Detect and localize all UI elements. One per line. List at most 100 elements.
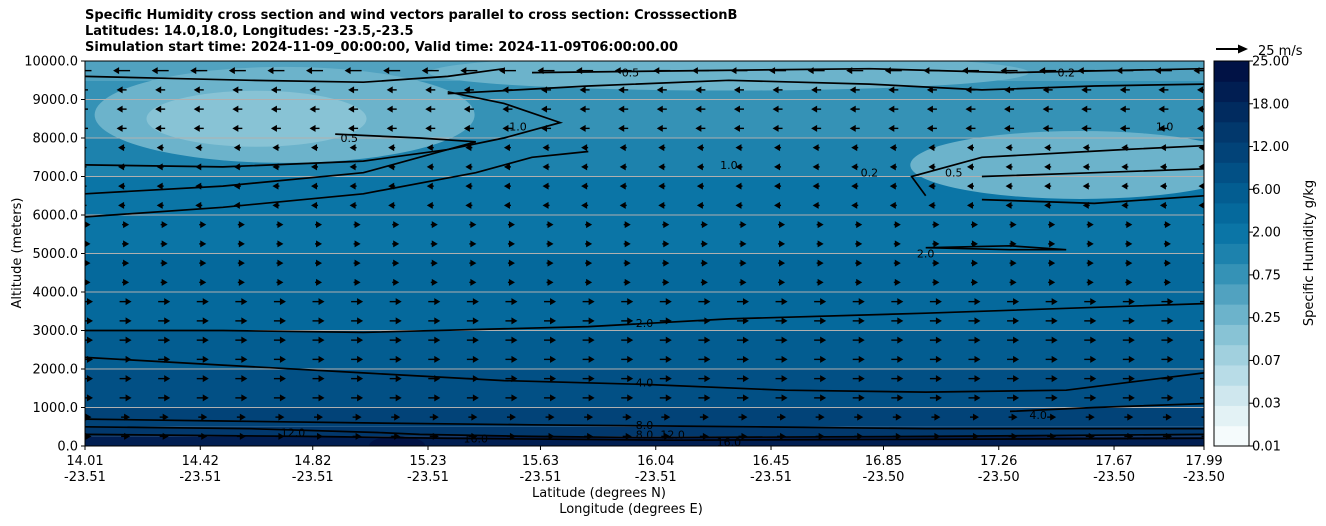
- wind-vector-head: [393, 240, 400, 248]
- wind-vector-head: [1004, 86, 1011, 94]
- wind-vector-head: [696, 163, 703, 171]
- wind-vector-head: [309, 124, 316, 132]
- wind-vector-head: [241, 298, 248, 306]
- contour-line: [85, 433, 1204, 442]
- wind-vector-head: [1044, 201, 1051, 209]
- wind-vector-head: [897, 394, 904, 402]
- wind-vector-head: [1005, 144, 1012, 152]
- wind-vector-head: [935, 336, 942, 344]
- wind-vector-head: [503, 182, 510, 190]
- wind-vector-head: [965, 86, 972, 94]
- y-axis-label: Altitude (meters): [10, 198, 25, 309]
- wind-vector-head: [1206, 375, 1212, 382]
- wind-vector-head: [888, 124, 895, 132]
- wind-vector-head: [547, 221, 554, 229]
- wind-vector-head: [1090, 355, 1097, 363]
- wind-vector-head: [735, 163, 742, 171]
- wind-vector-head: [1121, 144, 1128, 152]
- wind-vector-head: [118, 144, 125, 152]
- wind-vector-head: [1087, 278, 1094, 286]
- wind-vector-head: [701, 278, 708, 286]
- wind-vector-head: [233, 163, 240, 171]
- wind-vector-head: [195, 144, 202, 152]
- wind-vector-head: [856, 259, 863, 267]
- wind-vector-head: [856, 240, 863, 248]
- contour-label: 4.0: [1029, 409, 1047, 422]
- y-tick-label: 7000.0: [33, 170, 79, 185]
- colorbar-swatch: [1214, 263, 1249, 285]
- wind-vector-head: [502, 124, 509, 132]
- wind-vector-head: [691, 67, 698, 75]
- wind-vector-head: [781, 375, 788, 383]
- wind-vector-head: [820, 375, 827, 383]
- wind-vector-head: [625, 413, 632, 421]
- wind-vector-head: [272, 144, 279, 152]
- wind-vector-head: [395, 298, 402, 306]
- wind-vector-head: [311, 163, 318, 171]
- wind-vector-head: [701, 221, 708, 229]
- wind-vector-head: [348, 124, 355, 132]
- wind-vector-head: [1206, 356, 1212, 363]
- wind-vector-head: [858, 394, 865, 402]
- wind-vector-head: [1167, 317, 1174, 325]
- wind-vector-head: [1042, 105, 1049, 113]
- colorbar-frame: [1213, 60, 1250, 447]
- x-tick-label-lon: -23.51: [750, 470, 792, 485]
- x-tick-label-lon: -23.50: [1183, 470, 1225, 485]
- wind-vector-head: [472, 317, 479, 325]
- wind-vector-head: [1077, 67, 1084, 75]
- wind-vector-head: [851, 163, 858, 171]
- wind-vector-head: [156, 201, 163, 209]
- wind-vector-head: [465, 163, 472, 171]
- wind-vector-head: [85, 221, 91, 228]
- wind-vector-head: [933, 240, 940, 248]
- wind-vector-head: [161, 259, 168, 267]
- grid-layer: [85, 99, 1204, 408]
- wind-vector-head: [627, 298, 634, 306]
- wind-vector-head: [624, 240, 631, 248]
- wind-vector-head: [974, 394, 981, 402]
- wind-vector-head: [355, 413, 362, 421]
- wind-vector-head: [696, 182, 703, 190]
- wind-vector-head: [465, 201, 472, 209]
- wind-vector-head: [1206, 317, 1212, 324]
- wind-vector-head: [1049, 240, 1056, 248]
- wind-vector-head: [1197, 86, 1203, 94]
- wind-vector-head: [202, 336, 209, 344]
- wind-vector-head: [1090, 375, 1097, 383]
- wind-vector-head: [1004, 105, 1011, 113]
- wind-vector-head: [309, 86, 316, 94]
- wind-vector-head: [820, 317, 827, 325]
- wind-vector-head: [812, 201, 819, 209]
- colorbar-swatch: [1214, 202, 1249, 224]
- wind-vector-head: [627, 375, 634, 383]
- wind-vector-head: [1164, 240, 1171, 248]
- colorbar-swatch: [1214, 81, 1249, 103]
- wind-vector-head: [164, 317, 171, 325]
- wind-vector-head: [541, 124, 548, 132]
- contour-label: 0.5: [945, 167, 963, 180]
- wind-vector-head: [277, 240, 284, 248]
- wind-vector-head: [579, 124, 586, 132]
- wind-vector-head: [434, 355, 441, 363]
- wind-vector-head: [742, 298, 749, 306]
- wind-vector-head: [820, 298, 827, 306]
- x-tick-label-lat: 17.99: [1185, 454, 1222, 469]
- wind-vector-head: [344, 67, 351, 75]
- wind-vector-head: [619, 182, 626, 190]
- wind-vector-head: [856, 221, 863, 229]
- wind-vector-head: [316, 221, 323, 229]
- humidity-band: [85, 369, 1204, 408]
- wind-vector-head: [740, 278, 747, 286]
- wind-vector-head: [278, 432, 285, 440]
- wind-vector-head: [704, 336, 711, 344]
- wind-vector-head: [386, 105, 393, 113]
- wind-vector-head: [125, 298, 132, 306]
- wind-vector-head: [123, 221, 130, 229]
- wind-vector-head: [974, 317, 981, 325]
- wind-vector-head: [426, 163, 433, 171]
- wind-vector-head: [884, 67, 891, 75]
- wind-vector-head: [781, 317, 788, 325]
- wind-vector-head: [974, 375, 981, 383]
- y-tick-label: 0.0: [57, 440, 78, 455]
